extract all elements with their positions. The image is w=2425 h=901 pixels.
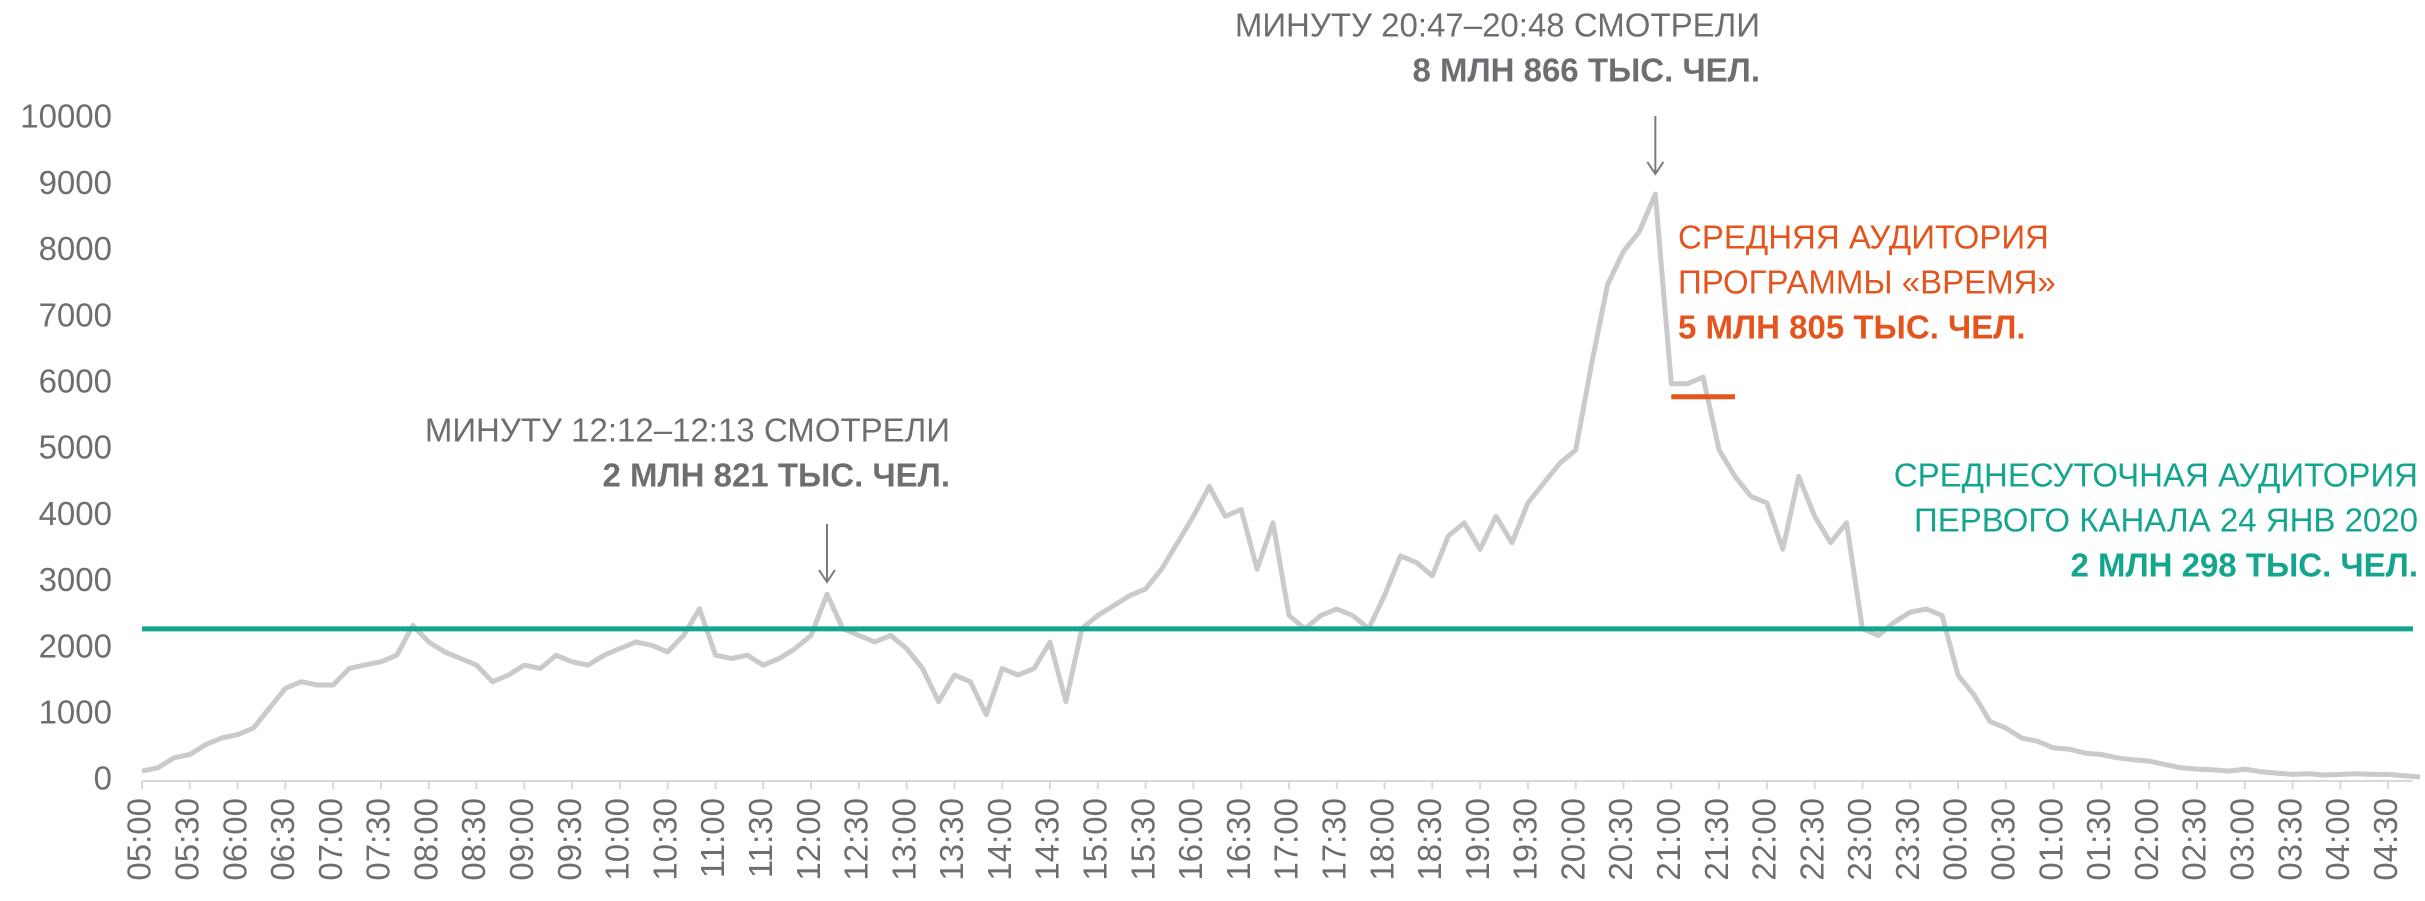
annotation-text: 2 МЛН 821 ТЫС. ЧЕЛ. <box>602 457 950 494</box>
y-tick-label: 6000 <box>39 363 112 400</box>
x-tick-label: 14:30 <box>1029 798 1066 881</box>
x-tick-label: 06:00 <box>216 798 253 881</box>
x-tick-label: 22:30 <box>1793 798 1830 881</box>
x-tick-label: 13:00 <box>885 798 922 881</box>
annotation-arrowhead <box>818 569 836 584</box>
y-tick-label: 3000 <box>39 561 112 598</box>
x-tick-label: 11:00 <box>694 798 731 878</box>
x-tick-label: 20:30 <box>1602 798 1639 881</box>
x-tick-label: 15:00 <box>1077 798 1114 881</box>
x-tick-label: 00:30 <box>1985 798 2022 881</box>
y-tick-label: 7000 <box>39 296 112 333</box>
y-tick-label: 5000 <box>39 429 112 466</box>
x-tick-label: 14:00 <box>981 798 1018 881</box>
x-tick-label: 22:00 <box>1746 798 1783 881</box>
x-tick-label: 08:30 <box>455 798 492 881</box>
program-average-label: ПРОГРАММЫ «ВРЕМЯ» <box>1678 264 2056 301</box>
x-tick-label: 20:00 <box>1554 798 1591 881</box>
x-tick-label: 10:30 <box>646 798 683 881</box>
y-tick-label: 9000 <box>39 164 112 201</box>
data-line <box>141 191 2421 780</box>
annotation-text: МИНУТУ 12:12–12:13 СМОТРЕЛИ <box>425 412 950 449</box>
daily-average-label: ПЕРВОГО КАНАЛА 24 ЯНВ 2020 <box>1914 502 2418 539</box>
program-average-label: СРЕДНЯЯ АУДИТОРИЯ <box>1678 219 2049 256</box>
x-tick-label: 00:00 <box>1937 798 1974 881</box>
x-tick-label: 13:30 <box>933 798 970 881</box>
x-tick-label: 09:30 <box>551 798 588 881</box>
x-tick-label: 06:30 <box>264 798 301 881</box>
x-tick-label: 02:30 <box>2176 798 2213 881</box>
x-tick-label: 03:30 <box>2271 798 2308 881</box>
x-tick-label: 02:00 <box>2128 798 2165 881</box>
daily-average-label: СРЕДНЕСУТОЧНАЯ АУДИТОРИЯ <box>1894 457 2418 494</box>
x-tick-label: 07:00 <box>312 798 349 881</box>
x-tick-label: 08:00 <box>407 798 444 881</box>
x-tick-label: 03:00 <box>2223 798 2260 881</box>
x-tick-label: 11:30 <box>742 798 779 878</box>
x-tick-label: 21:00 <box>1650 798 1687 881</box>
x-tick-label: 21:30 <box>1698 798 1735 881</box>
y-tick-label: 8000 <box>39 230 112 267</box>
annotation-arrowhead <box>1646 161 1665 176</box>
x-tick-label: 16:00 <box>1172 798 1209 881</box>
x-tick-label: 18:00 <box>1363 798 1400 881</box>
y-tick-label: 1000 <box>39 694 112 731</box>
x-tick-label: 12:00 <box>790 798 827 881</box>
annotation-text: 8 МЛН 866 ТЫС. ЧЕЛ. <box>1412 52 1760 89</box>
x-tick-label: 17:00 <box>1268 798 1305 881</box>
x-tick-label: 10:00 <box>599 798 636 881</box>
x-tick-label: 17:30 <box>1315 798 1352 881</box>
x-tick-label: 01:00 <box>2032 798 2069 881</box>
x-tick-label: 19:00 <box>1459 798 1496 881</box>
x-tick-label: 04:00 <box>2319 798 2356 881</box>
x-tick-label: 16:30 <box>1220 798 1257 881</box>
x-tick-label: 19:30 <box>1507 798 1544 881</box>
x-tick-label: 23:00 <box>1841 798 1878 881</box>
x-tick-label: 09:00 <box>503 798 540 881</box>
x-tick-label: 23:30 <box>1889 798 1926 881</box>
x-tick-label: 05:00 <box>121 798 158 881</box>
x-tick-label: 15:30 <box>1124 798 1161 881</box>
x-tick-label: 05:30 <box>169 798 206 881</box>
y-tick-label: 2000 <box>39 627 112 664</box>
y-tick-label: 10000 <box>20 98 112 135</box>
daily-average-label: 2 МЛН 298 ТЫС. ЧЕЛ. <box>2070 547 2418 584</box>
x-tick-label: 07:30 <box>360 798 397 881</box>
y-tick-label: 4000 <box>39 495 112 532</box>
x-tick-label: 01:30 <box>2080 798 2117 881</box>
x-tick-label: 18:30 <box>1411 798 1448 881</box>
x-tick-label: 04:30 <box>2367 798 2404 881</box>
program-average-label: 5 МЛН 805 ТЫС. ЧЕЛ. <box>1678 309 2026 346</box>
annotation-text: МИНУТУ 20:47–20:48 СМОТРЕЛИ <box>1235 7 1760 44</box>
x-tick-label: 12:30 <box>838 798 875 881</box>
y-tick-label: 0 <box>94 760 112 797</box>
